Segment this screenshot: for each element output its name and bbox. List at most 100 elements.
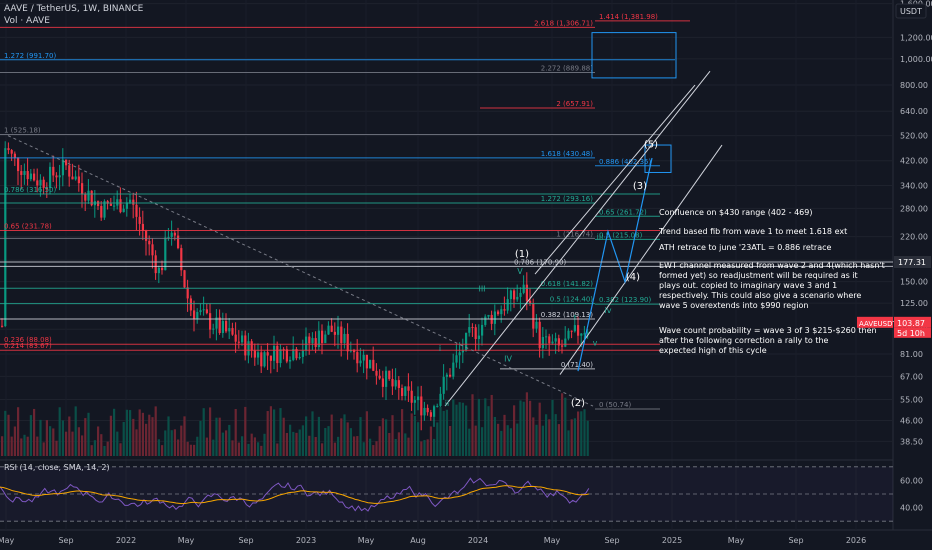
- candle-body: [573, 325, 576, 332]
- candle-body: [586, 332, 589, 334]
- candle-body: [346, 333, 349, 352]
- time-tick: 2026: [846, 536, 866, 545]
- wave-label: iii: [597, 232, 604, 241]
- candle-body: [167, 236, 170, 238]
- candle-body: [285, 349, 288, 362]
- volume-bar: [295, 432, 298, 456]
- volume-bar: [276, 443, 279, 456]
- time-tick: 2023: [296, 536, 316, 545]
- volume-bar: [465, 405, 468, 456]
- h-line-value: 177.31: [898, 258, 926, 267]
- candle-body: [561, 345, 564, 347]
- volume-bar: [87, 412, 90, 456]
- time-tick: Sep: [788, 536, 803, 545]
- candle-body: [509, 290, 512, 300]
- volume-bar: [471, 394, 474, 456]
- target-box-430: [644, 144, 672, 173]
- candle-body: [340, 326, 343, 344]
- candle-body: [317, 330, 320, 348]
- volume-bar: [381, 418, 384, 456]
- price-tick: 125.00: [900, 299, 928, 308]
- volume-bar: [29, 415, 32, 456]
- volume-bar: [237, 442, 240, 456]
- candle-body: [449, 374, 452, 377]
- candle-body: [538, 321, 541, 349]
- candle-body: [42, 179, 45, 188]
- volume-bar: [490, 394, 493, 456]
- rsi-tick: 60.00: [900, 476, 923, 485]
- fib-level-label: 1 (525.18): [4, 126, 41, 134]
- volume-bar: [474, 425, 477, 456]
- volume-bar: [417, 422, 420, 456]
- volume-bar: [298, 429, 301, 456]
- candle-body: [122, 208, 125, 213]
- candle-body: [452, 362, 455, 377]
- h-line-tag: [894, 256, 931, 269]
- candle-body: [353, 350, 356, 353]
- channel-lower: [559, 144, 723, 375]
- volume-label: Vol · AAVE: [4, 16, 50, 26]
- candle-body: [404, 386, 407, 396]
- candle-body: [4, 148, 7, 327]
- annotation-text: expected high of this cycle: [659, 346, 767, 355]
- volume-bar: [285, 432, 288, 456]
- volume-bar: [180, 425, 183, 456]
- candle-body: [231, 328, 234, 335]
- last-price-value: 103.87: [897, 319, 925, 328]
- candle-body: [308, 336, 311, 344]
- volume-bar: [484, 398, 487, 456]
- wave-projection: [577, 157, 653, 372]
- candle-body: [154, 255, 157, 274]
- candle-body: [10, 150, 13, 154]
- candle-body: [113, 205, 116, 207]
- wave-label: ii: [445, 399, 449, 408]
- volume-bar: [49, 426, 52, 456]
- candle-body: [138, 216, 141, 224]
- volume-bar: [455, 404, 458, 456]
- candle-body: [164, 237, 167, 271]
- rsi-title: RSI (14, close, SMA, 14, 2): [4, 463, 110, 472]
- candle-body: [522, 284, 525, 293]
- candle-body: [129, 199, 132, 203]
- volume-bar: [317, 416, 320, 456]
- time-tick: Sep: [238, 536, 253, 545]
- candle-body: [554, 338, 557, 342]
- volume-bar: [461, 402, 464, 456]
- volume-bar: [116, 431, 119, 456]
- volume-bar: [36, 436, 39, 456]
- candle-body: [90, 190, 93, 206]
- volume-bar: [109, 415, 112, 456]
- volume-bar: [138, 409, 141, 456]
- candle-body: [337, 326, 340, 335]
- volume-bar: [356, 436, 359, 456]
- volume-bar: [81, 435, 84, 456]
- volume-bar: [199, 420, 202, 456]
- candle-body: [84, 194, 87, 201]
- currency-button: [895, 3, 927, 19]
- price-tick: 81.00: [900, 350, 923, 359]
- price-tick: 1,200.00: [900, 33, 932, 42]
- volume-bar: [26, 436, 29, 456]
- rsi-sma-line: [0, 485, 589, 505]
- candle-body: [500, 309, 503, 315]
- candle-body: [401, 387, 404, 396]
- candle-body: [157, 267, 160, 274]
- volume-bar: [122, 421, 125, 456]
- annotation-text: respectively. This could also give a sce…: [659, 291, 861, 300]
- candle-body: [36, 180, 39, 186]
- volume-bar: [247, 443, 250, 456]
- volume-bar: [573, 418, 576, 456]
- volume-bar: [308, 435, 311, 456]
- volume-bar: [423, 440, 426, 456]
- fib-level-label: 0.382 (109.13): [541, 311, 593, 319]
- fib-level-label: 0.5 (215.08): [599, 231, 643, 239]
- price-tick: 800.00: [900, 81, 928, 90]
- wave-label: (3): [633, 181, 647, 192]
- candle-body: [369, 359, 372, 369]
- volume-bar: [103, 445, 106, 456]
- fib-level-label: 0.886 (402.35): [599, 158, 651, 166]
- volume-bar: [167, 416, 170, 456]
- candle-body: [13, 153, 16, 158]
- candle-body: [343, 333, 346, 344]
